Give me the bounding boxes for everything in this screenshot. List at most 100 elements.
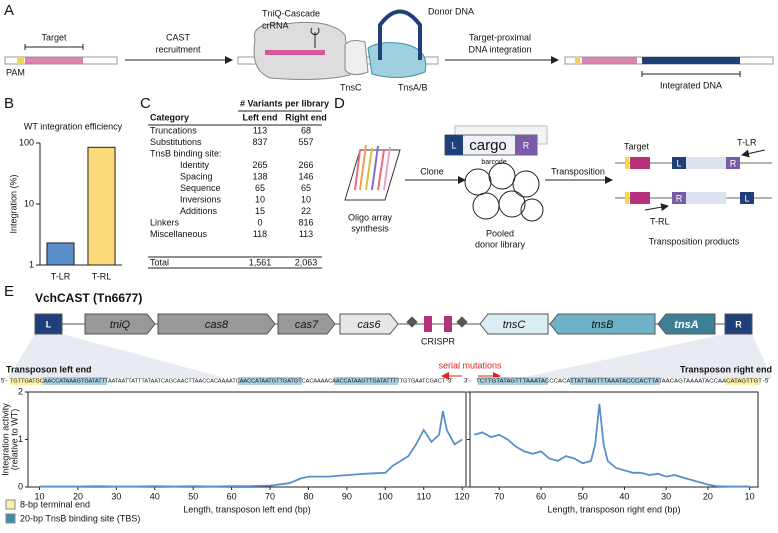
gene (34, 313, 63, 335)
seq-left: 5'- TGTTGATGCAACCATAAAGTGATATTTAATAATTAT… (1, 377, 452, 385)
gene (277, 313, 336, 335)
line (39, 410, 463, 488)
bar (46, 242, 75, 266)
table-cell: Spacing (180, 171, 213, 181)
table-cell: Linkers (150, 217, 180, 227)
seq: TCTTGTATAGTTTAAATACCCACATTATTAGTTTAAATAC… (476, 378, 762, 384)
label: crRNA (262, 20, 289, 30)
integrated-dna (642, 57, 740, 64)
label: L (676, 158, 681, 168)
panel-label: C (140, 95, 151, 112)
plot-frame (27, 391, 467, 488)
gene-label: tnsC (503, 319, 526, 331)
label: Clone (420, 166, 444, 176)
y-tick-label: 100 (19, 137, 34, 147)
y-tick-label: 10 (24, 198, 34, 208)
label: Pooled (486, 228, 514, 238)
gene-label: cas8 (205, 319, 229, 331)
plot-frame (469, 391, 759, 488)
gene-label: L (46, 319, 52, 329)
bar (87, 146, 116, 266)
label: cargo (469, 137, 507, 154)
label: R (676, 193, 683, 203)
label: serial mutations (438, 360, 502, 370)
seq: 5'- (1, 379, 7, 385)
label: Integrated DNA (660, 80, 722, 90)
x-tick-label: 60 (536, 491, 546, 501)
label: Transposon right end (680, 364, 772, 374)
x-tick-label: 30 (661, 491, 671, 501)
table-cell: 113 (299, 229, 313, 239)
table-header: Category (150, 112, 189, 122)
gene (657, 313, 716, 335)
label: synthesis (351, 223, 389, 233)
panel-d: Oligo array synthesis Clone L cargo R ba… (344, 125, 772, 249)
x-tick-label: 110 (417, 491, 431, 501)
pam (17, 57, 24, 64)
x-tick-label: 30 (111, 491, 121, 501)
l-box (445, 135, 463, 155)
panel-a: Target PAM CAST recruitment crRNA TniQ-C… (4, 6, 774, 92)
table-cell: Miscellaneous (150, 229, 208, 239)
table-cell: Identity (180, 160, 210, 170)
tnsc (344, 40, 369, 76)
label: Transposition (551, 166, 605, 176)
seq: -5' (763, 379, 769, 385)
panel-label: E (4, 283, 14, 300)
label: T-LR (737, 137, 757, 147)
title: VchCAST (Tn6677) (35, 291, 142, 305)
table-header: Right end (285, 112, 327, 122)
table-cell: Additions (180, 206, 218, 216)
table-cell: TnsB binding site: (150, 148, 222, 158)
crrna (265, 50, 325, 55)
label: Target-proximal (469, 32, 531, 42)
table-cell: 10 (255, 194, 265, 204)
line (473, 403, 750, 488)
label: L (451, 140, 456, 150)
gene (549, 313, 656, 335)
x-tick-label: 10 (35, 491, 45, 501)
table-cell: Substitutions (150, 137, 202, 147)
seq: TGTTGATGCAACCATAAAGTGATATTTAATAATTATTTAT… (10, 378, 445, 384)
table-cell: 65 (301, 183, 311, 193)
gene-label: tniQ (110, 319, 131, 331)
seq: 3'- (464, 379, 470, 385)
label: T-RL (650, 216, 670, 226)
table-cell: 146 (298, 171, 313, 181)
table-cell: 22 (301, 206, 311, 216)
donor-dna (378, 9, 422, 60)
table-cell: Sequence (180, 183, 221, 193)
x-tick-label: 70 (265, 491, 275, 501)
label: TnsA/B (398, 82, 428, 92)
x-tick-label: 100 (378, 491, 393, 501)
label: Donor DNA (428, 6, 474, 16)
legend-swatch (5, 499, 16, 510)
label: Target (41, 32, 67, 42)
bracket (24, 44, 84, 50)
label: TnsC (340, 82, 362, 92)
panel-label: D (334, 95, 345, 112)
table-cell: 837 (252, 137, 267, 147)
table-cell: 65 (255, 183, 265, 193)
label: PAM (6, 67, 25, 77)
gene-label: tnsA (674, 319, 699, 331)
x-tick-label: 40 (619, 491, 629, 501)
x-tick-label: T-LR (51, 271, 71, 281)
table-cell: 68 (301, 125, 311, 135)
table-cell: 2,063 (295, 257, 318, 267)
x-tick-label: 70 (494, 491, 504, 501)
label: CRISPR (421, 336, 456, 346)
label: Transposon left end (6, 364, 92, 374)
x-tick-label: 20 (703, 491, 713, 501)
panel-label: A (4, 2, 14, 19)
table-cell: Inversions (180, 194, 222, 204)
x-tick-label: 50 (578, 491, 588, 501)
y-tick-label: 0 (18, 481, 23, 491)
hairpin (310, 27, 320, 48)
label: barcode (481, 159, 506, 166)
pam (575, 57, 580, 64)
x-axis-label: Length, transposon left end (bp) (183, 504, 311, 514)
y-axis-label: Integration activity (0, 403, 10, 476)
x-tick-label: 60 (227, 491, 237, 501)
